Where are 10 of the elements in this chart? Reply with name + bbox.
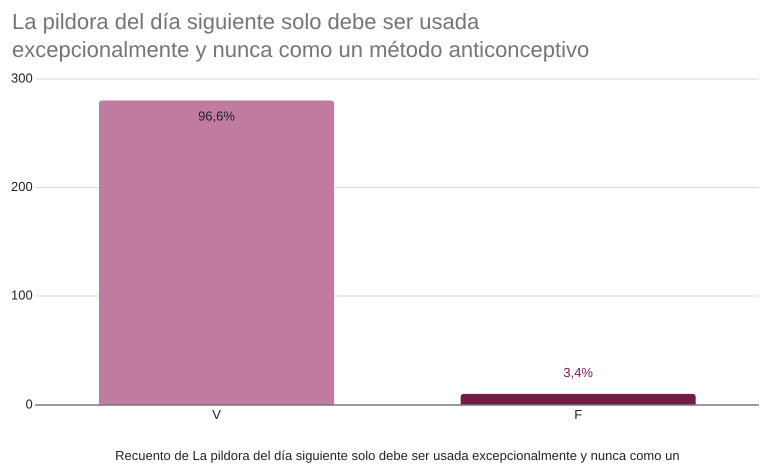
y-tick-label: 0 bbox=[25, 396, 33, 412]
annotation: 3,4% bbox=[563, 365, 594, 380]
x-tick-label: F bbox=[574, 407, 582, 422]
x-axis-title: Recuento de La pildora del día siguiente solo debe ser usada excepcionalmente y nunca como un bbox=[115, 448, 680, 463]
chart-title: La pildora del día siguiente solo debe ser usada excepcionalmente y nunca como un método anticonceptivo bbox=[11, 8, 590, 64]
y-tick-label: 300 bbox=[10, 70, 33, 86]
y-tick-label: 100 bbox=[10, 288, 33, 303]
x-tick-label: V bbox=[212, 407, 222, 422]
y-tick-label: 200 bbox=[10, 179, 33, 194]
annotation: 96,6% bbox=[198, 108, 236, 124]
